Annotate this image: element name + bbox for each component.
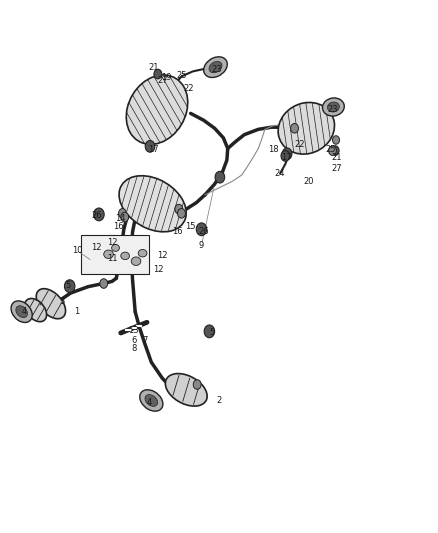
Text: 5: 5	[66, 280, 71, 289]
Text: 16: 16	[172, 228, 183, 237]
Ellipse shape	[138, 249, 147, 257]
Text: 9: 9	[199, 241, 204, 250]
Text: 26: 26	[198, 228, 209, 237]
Text: 20: 20	[303, 177, 314, 186]
Text: 12: 12	[92, 244, 102, 253]
Ellipse shape	[140, 390, 163, 411]
Text: 14: 14	[116, 214, 126, 223]
Text: 18: 18	[268, 145, 279, 154]
Text: 22: 22	[183, 84, 194, 93]
Circle shape	[215, 171, 225, 183]
Text: 25: 25	[177, 70, 187, 79]
Circle shape	[175, 204, 183, 214]
Text: 11: 11	[107, 254, 117, 263]
Text: 4: 4	[147, 398, 152, 407]
Circle shape	[154, 69, 162, 79]
Text: 12: 12	[152, 265, 163, 273]
Ellipse shape	[25, 298, 46, 322]
Ellipse shape	[166, 374, 207, 406]
Text: 2: 2	[216, 396, 222, 405]
Text: 27: 27	[157, 76, 168, 85]
Text: 7: 7	[142, 336, 148, 345]
Ellipse shape	[112, 245, 120, 252]
Ellipse shape	[16, 306, 28, 318]
Text: 21: 21	[148, 63, 159, 71]
Ellipse shape	[278, 102, 335, 154]
Text: 13: 13	[128, 326, 139, 335]
FancyBboxPatch shape	[81, 235, 149, 274]
Circle shape	[177, 208, 185, 218]
Text: 12: 12	[157, 252, 167, 260]
Text: 21: 21	[332, 153, 342, 162]
Ellipse shape	[126, 75, 188, 144]
Text: 24: 24	[275, 169, 286, 178]
Circle shape	[281, 151, 290, 161]
Text: 22: 22	[294, 140, 305, 149]
Circle shape	[332, 136, 339, 144]
Text: 8: 8	[131, 344, 137, 353]
Text: 17: 17	[281, 153, 292, 162]
Text: 19: 19	[161, 73, 172, 82]
Ellipse shape	[131, 257, 141, 265]
Ellipse shape	[209, 61, 222, 73]
Text: 23: 23	[212, 66, 222, 74]
Ellipse shape	[104, 250, 113, 259]
Ellipse shape	[204, 57, 227, 77]
Circle shape	[283, 148, 292, 160]
Text: 17: 17	[148, 145, 159, 154]
Circle shape	[145, 141, 155, 152]
Ellipse shape	[145, 394, 158, 406]
Circle shape	[290, 124, 298, 133]
Text: 3: 3	[59, 296, 64, 305]
Circle shape	[204, 325, 215, 338]
Text: 6: 6	[131, 336, 137, 345]
Circle shape	[328, 146, 336, 156]
Circle shape	[331, 146, 339, 156]
Text: 23: 23	[327, 105, 338, 114]
Circle shape	[119, 208, 127, 218]
Text: 27: 27	[332, 164, 342, 173]
Text: 12: 12	[107, 238, 117, 247]
Circle shape	[100, 279, 108, 288]
Circle shape	[94, 208, 104, 221]
Ellipse shape	[121, 252, 130, 260]
Text: 4: 4	[22, 307, 27, 316]
Text: 1: 1	[74, 307, 80, 316]
Ellipse shape	[119, 176, 186, 232]
Text: 15: 15	[185, 222, 196, 231]
Ellipse shape	[11, 301, 32, 322]
Circle shape	[64, 280, 75, 293]
Ellipse shape	[327, 102, 339, 112]
Text: 16: 16	[113, 222, 124, 231]
Ellipse shape	[36, 289, 66, 319]
Text: 26: 26	[92, 212, 102, 221]
Text: 10: 10	[72, 246, 82, 255]
Circle shape	[121, 212, 129, 222]
Ellipse shape	[322, 98, 344, 116]
Text: 5: 5	[210, 328, 215, 337]
Circle shape	[196, 223, 207, 236]
Text: 25: 25	[325, 145, 336, 154]
Circle shape	[193, 379, 201, 389]
